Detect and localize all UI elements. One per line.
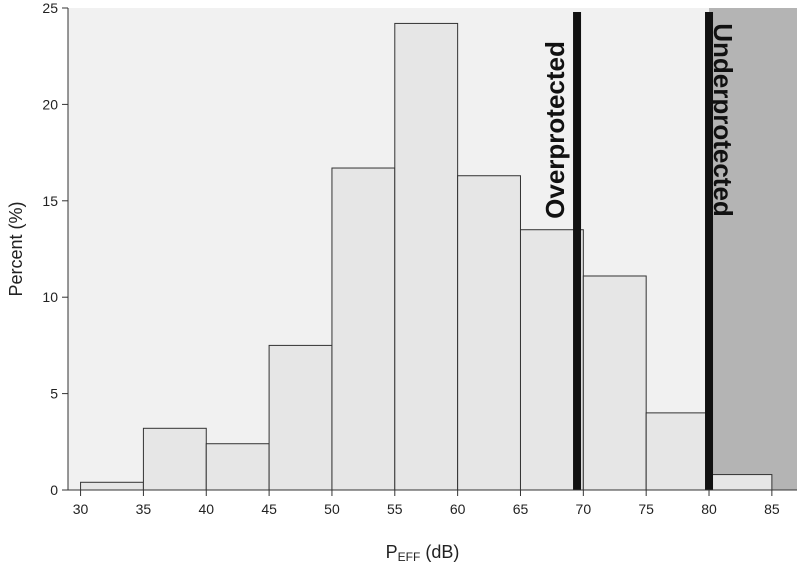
histogram-bar-55-60 [394, 22, 459, 491]
histogram-bar-70-75 [582, 275, 647, 491]
x-axis-label-unit: (dB) [420, 542, 459, 562]
x-tick-label-80: 80 [701, 501, 717, 517]
y-tick-label-5: 5 [50, 386, 58, 402]
x-tick-label-40: 40 [198, 501, 214, 517]
underprotected-shaded-region [709, 8, 797, 490]
y-tick-label-15: 15 [42, 193, 58, 209]
y-tick-label-10: 10 [42, 289, 58, 305]
axes [67, 8, 797, 491]
x-axis-ticks: 30 35 40 45 50 55 60 65 70 75 80 85 [73, 490, 780, 517]
y-axis-ticks: 0 5 10 15 20 25 [42, 0, 68, 498]
x-tick-label-35: 35 [136, 501, 152, 517]
histogram-bar-80-85 [708, 474, 773, 491]
x-tick-label-70: 70 [576, 501, 592, 517]
x-axis-label-main: P [386, 542, 398, 562]
histogram-bar-50-55 [331, 167, 396, 491]
histogram-bar-30-35 [80, 481, 144, 491]
x-tick-label-55: 55 [387, 501, 403, 517]
y-tick-label-0: 0 [50, 482, 58, 498]
x-tick-label-50: 50 [324, 501, 340, 517]
zone-label-overprotected: Overprotected [540, 41, 570, 219]
histogram-bar-75-80 [645, 412, 710, 491]
x-axis-label-subscript: EFF [398, 550, 421, 564]
y-tick-label-25: 25 [42, 0, 58, 16]
y-axis-label: Percent (%) [6, 201, 26, 296]
threshold-lines [573, 12, 714, 490]
y-tick-label-20: 20 [42, 96, 58, 112]
histogram-bar-40-45 [205, 443, 270, 491]
x-tick-label-45: 45 [261, 501, 277, 517]
zone-label-underprotected: Underprotected [708, 23, 738, 217]
zone-labels: Overprotected Underprotected [540, 23, 738, 219]
x-tick-label-60: 60 [450, 501, 466, 517]
x-tick-label-75: 75 [638, 501, 654, 517]
histogram-bar-60-65 [457, 175, 521, 491]
x-tick-label-85: 85 [764, 501, 780, 517]
x-tick-label-65: 65 [513, 501, 529, 517]
x-tick-label-30: 30 [73, 501, 89, 517]
x-axis-label: PEFF (dB) [386, 542, 460, 564]
histogram-bar-45-50 [268, 344, 333, 491]
histogram-bar-35-40 [142, 427, 207, 491]
histogram-bars [80, 22, 773, 491]
